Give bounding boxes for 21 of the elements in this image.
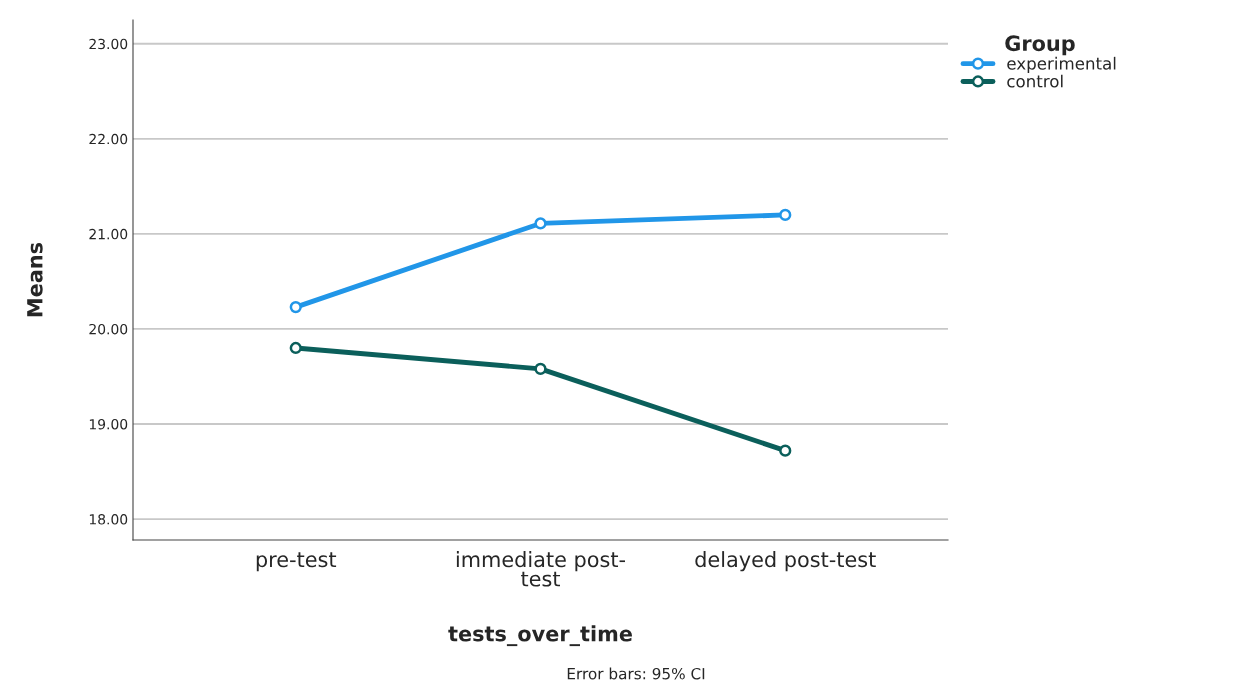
point [289,300,302,314]
point [779,444,792,457]
x-tick-label: immediate post- test [456,551,626,587]
point [779,208,792,221]
legend-label: control [1007,74,1063,88]
legend-label: experimental [1007,56,1116,73]
x-tick-label: pre-test [256,552,337,572]
y-axis-title: Means [27,242,43,317]
y-tick-label: 18.00 [89,514,128,525]
legend-title: Group [1005,35,1075,56]
x-axis-title: tests_over_time [448,625,632,647]
point [289,341,302,355]
text: Error bars: 95% CI [567,667,705,680]
y-tick-label: 23.00 [89,38,128,50]
y-tick-label: 19.00 [89,418,128,430]
point [534,217,547,230]
x-tick-label: delayed post-test [695,551,876,572]
y-tick-label: 21.00 [89,228,128,240]
y-tick-label: 20.00 [89,323,128,335]
point [534,362,547,375]
y-tick-label: 22.00 [89,133,128,145]
